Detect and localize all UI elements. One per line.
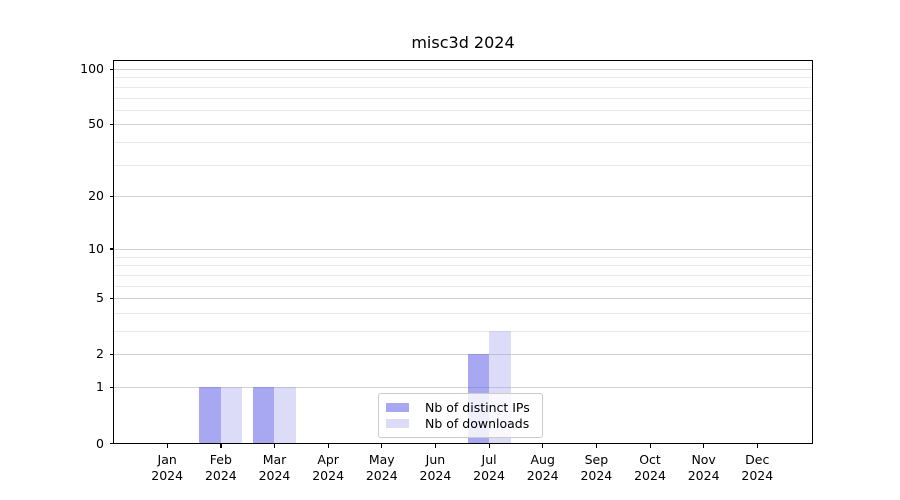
legend-swatch-downloads-icon <box>386 419 409 428</box>
y-tick-label: 100 <box>80 61 104 77</box>
y-axis-tick <box>109 68 114 70</box>
x-tick-label: Aug 2024 <box>526 452 559 483</box>
x-tick-label: May 2024 <box>365 452 398 483</box>
x-axis-tick <box>488 444 490 448</box>
major-gridline <box>114 69 812 71</box>
minor-gridline <box>114 109 812 111</box>
x-axis-tick <box>649 444 651 448</box>
x-axis-tick <box>273 444 276 448</box>
legend-swatch-distinct-ips-icon <box>386 403 409 412</box>
minor-gridline <box>114 256 812 258</box>
major-gridline <box>114 248 812 250</box>
x-axis-tick <box>220 444 222 448</box>
bar-distinct-ips-mar <box>252 387 275 444</box>
major-gridline <box>114 387 812 389</box>
y-tick-label: 50 <box>88 116 104 132</box>
y-axis-tick <box>109 386 114 388</box>
minor-gridline <box>114 285 812 287</box>
x-axis-tick <box>434 444 437 448</box>
x-axis-tick <box>327 444 329 448</box>
minor-gridline <box>114 312 812 314</box>
legend-label-downloads: Nb of downloads <box>425 416 530 431</box>
major-gridline <box>114 124 812 126</box>
legend: Nb of distinct IPs Nb of downloads <box>378 393 543 438</box>
major-gridline <box>114 196 812 198</box>
x-tick-label: Oct 2024 <box>634 452 666 483</box>
x-tick-label: Mar 2024 <box>258 452 291 483</box>
minor-gridline <box>114 97 812 99</box>
legend-item-downloads: Nb of downloads <box>386 416 542 432</box>
minor-gridline <box>114 265 812 267</box>
minor-gridline <box>114 77 812 79</box>
x-axis-tick <box>166 444 168 448</box>
minor-gridline <box>114 331 812 332</box>
legend-label-distinct-ips: Nb of distinct IPs <box>425 400 530 415</box>
y-axis-tick <box>109 248 114 250</box>
x-axis-tick <box>703 444 705 448</box>
y-axis-tick <box>109 297 114 299</box>
bar-downloads-feb <box>220 387 243 444</box>
y-axis-tick <box>109 443 114 445</box>
x-axis-tick <box>595 444 598 448</box>
y-axis-tick <box>109 195 114 198</box>
y-tick-label: 0 <box>96 435 104 451</box>
y-tick-label: 20 <box>88 188 104 204</box>
major-gridline <box>114 354 812 356</box>
y-axis-tick <box>109 123 114 126</box>
x-tick-label: Sep 2024 <box>580 452 613 483</box>
minor-gridline <box>114 274 812 276</box>
minor-gridline <box>114 164 812 166</box>
y-tick-label: 10 <box>88 240 104 256</box>
bar-downloads-mar <box>274 387 296 444</box>
y-tick-label: 5 <box>96 290 104 306</box>
x-tick-label: Jan 2024 <box>151 452 184 483</box>
y-axis-tick <box>109 353 114 356</box>
x-axis-tick <box>756 444 758 448</box>
minor-gridline <box>114 142 812 144</box>
y-tick-label: 2 <box>96 346 104 362</box>
bar-distinct-ips-feb <box>199 387 221 444</box>
x-tick-label: Nov 2024 <box>687 452 720 483</box>
x-axis-tick <box>381 444 383 448</box>
chart-title: misc3d 2024 <box>411 33 515 52</box>
x-tick-label: Feb 2024 <box>204 452 237 483</box>
legend-item-distinct-ips: Nb of distinct IPs <box>386 400 542 416</box>
x-tick-label: Jul 2024 <box>473 452 505 483</box>
x-axis-tick <box>542 444 544 448</box>
x-tick-label: Apr 2024 <box>312 452 345 483</box>
major-gridline <box>114 298 812 300</box>
minor-gridline <box>114 86 812 88</box>
x-tick-label: Dec 2024 <box>741 452 774 483</box>
x-tick-label: Jun 2024 <box>419 452 452 483</box>
y-tick-label: 1 <box>96 379 104 395</box>
